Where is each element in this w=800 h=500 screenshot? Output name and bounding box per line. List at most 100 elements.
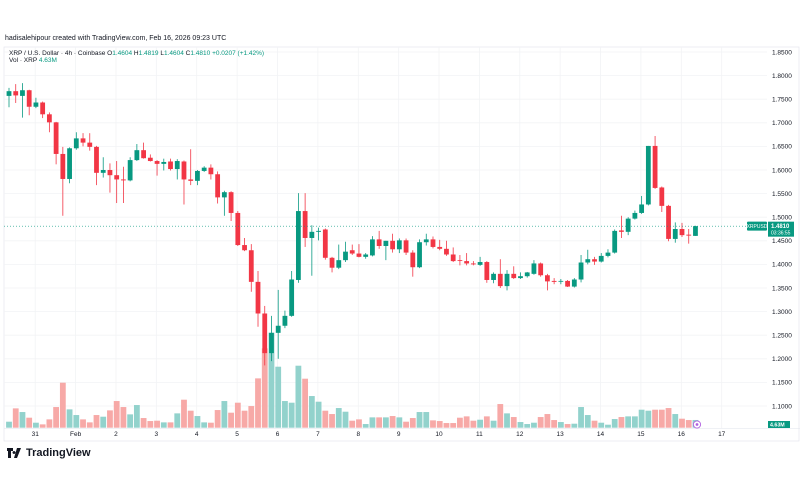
candle[interactable] <box>215 171 221 204</box>
candle[interactable] <box>336 244 342 270</box>
candle[interactable] <box>679 222 685 238</box>
candle[interactable] <box>114 161 120 204</box>
candle[interactable] <box>100 157 106 178</box>
candle[interactable] <box>316 227 321 241</box>
candle[interactable] <box>571 278 577 288</box>
candle[interactable] <box>423 233 429 246</box>
candle[interactable] <box>565 279 570 288</box>
candle[interactable] <box>107 163 113 193</box>
candle[interactable] <box>221 190 227 216</box>
candle[interactable] <box>242 237 247 252</box>
candle[interactable] <box>376 230 382 249</box>
candle[interactable] <box>470 261 476 266</box>
candle[interactable] <box>80 133 86 147</box>
candle[interactable] <box>370 236 375 257</box>
candle[interactable] <box>639 195 645 214</box>
candle[interactable] <box>235 211 241 246</box>
candle[interactable] <box>578 254 584 283</box>
candle[interactable] <box>450 247 456 263</box>
candle[interactable] <box>558 279 564 285</box>
candle[interactable] <box>322 228 328 260</box>
candle[interactable] <box>181 160 187 205</box>
candle[interactable] <box>60 146 66 216</box>
candle[interactable] <box>6 87 12 108</box>
candle[interactable] <box>612 229 618 254</box>
candle[interactable] <box>551 278 557 285</box>
candle[interactable] <box>309 225 315 276</box>
candle[interactable] <box>262 305 268 366</box>
candle[interactable] <box>444 240 449 256</box>
candle[interactable] <box>497 259 503 288</box>
candle[interactable] <box>208 164 214 180</box>
candle[interactable] <box>619 215 624 238</box>
candle[interactable] <box>329 256 335 273</box>
candle[interactable] <box>67 147 72 184</box>
candle[interactable] <box>666 204 671 242</box>
candle[interactable] <box>255 271 261 327</box>
candle[interactable] <box>121 166 126 204</box>
candle[interactable] <box>295 193 301 283</box>
candle[interactable] <box>403 238 409 255</box>
candle[interactable] <box>511 266 517 280</box>
candle[interactable] <box>585 249 591 265</box>
candle[interactable] <box>491 272 496 284</box>
candle[interactable] <box>524 271 530 278</box>
candle[interactable] <box>349 244 355 255</box>
candle[interactable] <box>248 244 254 292</box>
candle[interactable] <box>46 112 52 133</box>
candle[interactable] <box>168 158 173 171</box>
candle[interactable] <box>20 83 25 118</box>
candle[interactable] <box>363 253 369 259</box>
candle[interactable] <box>13 84 19 103</box>
candle[interactable] <box>457 254 463 266</box>
candle[interactable] <box>53 121 59 165</box>
candle[interactable] <box>228 191 234 221</box>
candle[interactable] <box>26 89 32 116</box>
candle[interactable] <box>417 239 422 269</box>
candle[interactable] <box>94 145 99 186</box>
candle[interactable] <box>33 97 39 109</box>
candle[interactable] <box>693 225 698 236</box>
candle[interactable] <box>672 222 678 243</box>
candle[interactable] <box>632 210 638 220</box>
candle[interactable] <box>282 310 288 329</box>
candle[interactable] <box>127 157 133 182</box>
symbol-name[interactable]: XRP / U.S. Dollar · 4h · Coinbase <box>9 50 106 57</box>
candle[interactable] <box>686 229 692 244</box>
candle[interactable] <box>464 253 470 266</box>
candle[interactable] <box>141 142 146 159</box>
candle[interactable] <box>188 149 194 186</box>
candle[interactable] <box>484 261 490 283</box>
candle[interactable] <box>437 239 443 251</box>
candle[interactable] <box>73 132 79 150</box>
candle[interactable] <box>289 271 295 317</box>
candle[interactable] <box>598 253 604 263</box>
candle[interactable] <box>477 256 483 266</box>
candle[interactable] <box>383 240 389 261</box>
candle[interactable] <box>269 315 274 362</box>
volume-label[interactable]: Vol · XRP <box>9 57 38 64</box>
candle[interactable] <box>302 193 308 247</box>
candle[interactable] <box>87 133 93 151</box>
candle[interactable] <box>343 241 348 263</box>
candle[interactable] <box>538 262 544 277</box>
candle[interactable] <box>40 101 46 119</box>
candle[interactable] <box>195 170 200 186</box>
candle[interactable] <box>659 186 665 213</box>
candle[interactable] <box>430 236 436 249</box>
candle[interactable] <box>410 250 416 277</box>
candle[interactable] <box>518 272 523 280</box>
event-marker-icon[interactable] <box>692 420 702 429</box>
candle[interactable] <box>396 238 402 254</box>
tradingview-logo[interactable]: TradingView <box>7 447 91 459</box>
candle[interactable] <box>504 270 510 291</box>
candle[interactable] <box>645 145 651 206</box>
candle[interactable] <box>161 158 167 171</box>
candle[interactable] <box>147 154 153 162</box>
candle[interactable] <box>605 249 611 258</box>
candle[interactable] <box>201 166 207 172</box>
candle[interactable] <box>174 159 180 180</box>
candle[interactable] <box>134 144 140 162</box>
candle[interactable] <box>592 256 597 265</box>
